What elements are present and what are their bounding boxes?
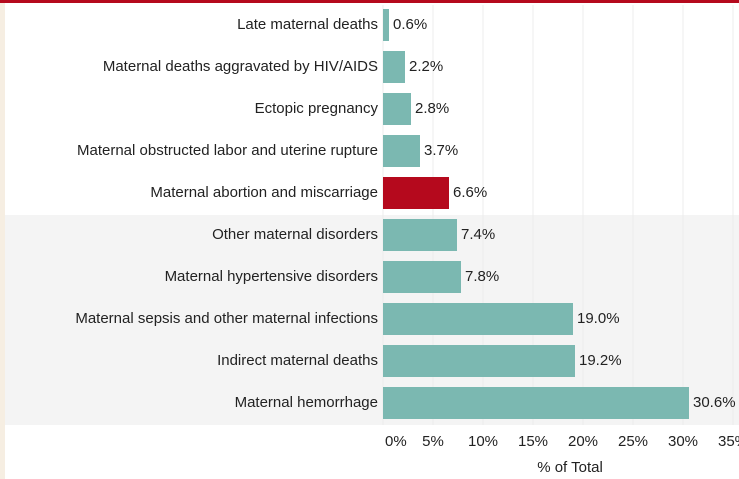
bar [383, 177, 449, 209]
y-tick-label: Maternal deaths aggravated by HIV/AIDS [103, 58, 378, 75]
x-tick-label: 10% [468, 433, 498, 450]
bar [383, 93, 411, 125]
bar [383, 345, 575, 377]
bar [383, 135, 420, 167]
value-label: 6.6% [453, 184, 487, 201]
x-tick-label: 0% [385, 433, 407, 450]
y-tick-label: Maternal hemorrhage [235, 394, 378, 411]
value-label: 19.2% [579, 352, 622, 369]
value-label: 3.7% [424, 142, 458, 159]
value-label: 2.2% [409, 58, 443, 75]
x-tick-label: 25% [618, 433, 648, 450]
x-tick-label: 35% [718, 433, 739, 450]
y-tick-label: Other maternal disorders [212, 226, 378, 243]
x-tick-label: 30% [668, 433, 698, 450]
x-axis-label: % of Total [537, 459, 603, 476]
top-bar [0, 0, 739, 3]
bar [383, 261, 461, 293]
y-tick-label: Maternal hypertensive disorders [165, 268, 378, 285]
bar [383, 303, 573, 335]
bar [383, 219, 457, 251]
bar [383, 387, 689, 419]
x-tick-label: 5% [422, 433, 444, 450]
x-tick-label: 15% [518, 433, 548, 450]
y-tick-label: Maternal abortion and miscarriage [150, 184, 378, 201]
x-tick-label: 20% [568, 433, 598, 450]
value-label: 7.8% [465, 268, 499, 285]
y-tick-label: Ectopic pregnancy [255, 100, 379, 117]
value-label: 19.0% [577, 310, 620, 327]
side-strip [0, 0, 5, 479]
y-tick-label: Indirect maternal deaths [217, 352, 378, 369]
bar [383, 9, 389, 41]
value-label: 30.6% [693, 394, 736, 411]
y-tick-label: Maternal sepsis and other maternal infec… [75, 310, 378, 327]
y-tick-label: Maternal obstructed labor and uterine ru… [77, 142, 378, 159]
value-label: 0.6% [393, 16, 427, 33]
value-label: 7.4% [461, 226, 495, 243]
value-label: 2.8% [415, 100, 449, 117]
y-tick-label: Late maternal deaths [237, 16, 378, 33]
bar [383, 51, 405, 83]
